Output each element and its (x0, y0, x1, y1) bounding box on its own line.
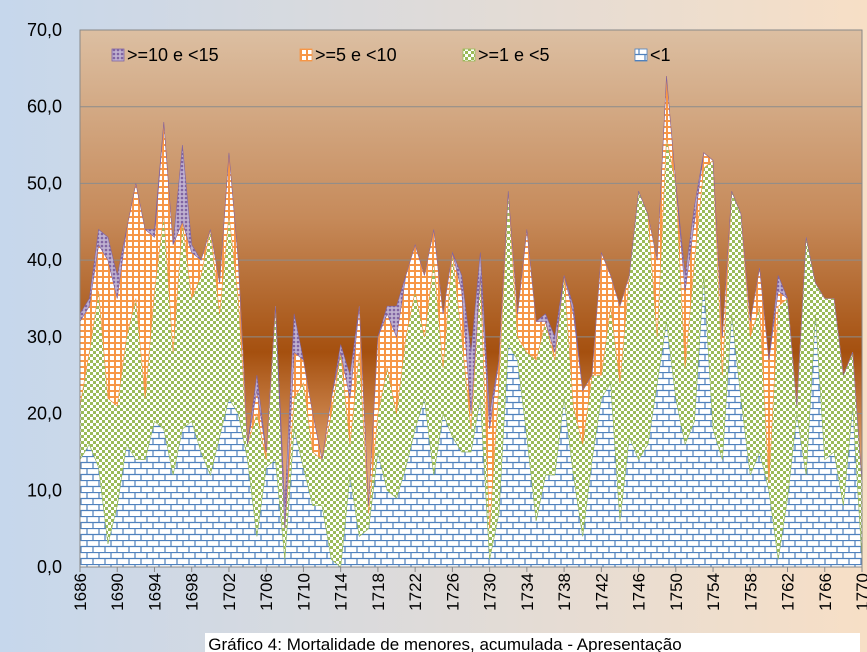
plot-border (79, 29, 863, 568)
x-tick-label: 1694 (145, 573, 164, 611)
y-tick-label: 50,0 (27, 173, 62, 193)
x-tick-label: 1734 (518, 573, 537, 611)
x-tick-label: 1690 (108, 573, 127, 611)
x-tick-label: 1702 (220, 573, 239, 611)
x-tick-label: 1770 (853, 573, 867, 611)
x-tick-label: 1722 (406, 573, 425, 611)
y-tick-label: 40,0 (27, 250, 62, 270)
area (79, 76, 863, 529)
x-tick-label: 1758 (741, 573, 760, 611)
legend-label: <1 (650, 45, 671, 65)
chart-title: Gráfico 4: Mortalidade de menores, acumu… (208, 635, 681, 652)
x-tick-label: 1706 (257, 573, 276, 611)
x-tick-label: 1762 (779, 573, 798, 611)
x-tick-label: 1738 (555, 573, 574, 611)
y-tick-label: 10,0 (27, 480, 62, 500)
x-tick-label: 1686 (71, 573, 90, 611)
y-tick-label: 30,0 (27, 327, 62, 347)
x-tick-label: 1746 (630, 573, 649, 611)
x-tick-label: 1754 (704, 573, 723, 611)
x-tick-label: 1714 (332, 573, 351, 611)
y-tick-label: 60,0 (27, 97, 62, 117)
x-tick-label: 1742 (592, 573, 611, 611)
legend-label: >=5 e <10 (315, 45, 397, 65)
caption-box (205, 633, 860, 652)
x-tick-label: 1710 (294, 573, 313, 611)
x-tick-label: 1726 (443, 573, 462, 611)
legend-swatch (299, 48, 313, 62)
x-tick-label: 1698 (183, 573, 202, 611)
legend-label: >=1 e <5 (478, 45, 550, 65)
legend-label: >=10 e <15 (127, 45, 219, 65)
x-tick-label: 1718 (369, 573, 388, 611)
x-tick-label: 1750 (667, 573, 686, 611)
y-tick-label: 70,0 (27, 20, 62, 40)
x-tick-label: 1766 (816, 573, 835, 611)
y-tick-label: 0,0 (37, 557, 62, 577)
legend-swatch (634, 48, 648, 62)
y-tick-label: 20,0 (27, 404, 62, 424)
x-tick-label: 1730 (481, 573, 500, 611)
legend-swatch (111, 48, 125, 62)
legend-swatch (462, 48, 476, 62)
